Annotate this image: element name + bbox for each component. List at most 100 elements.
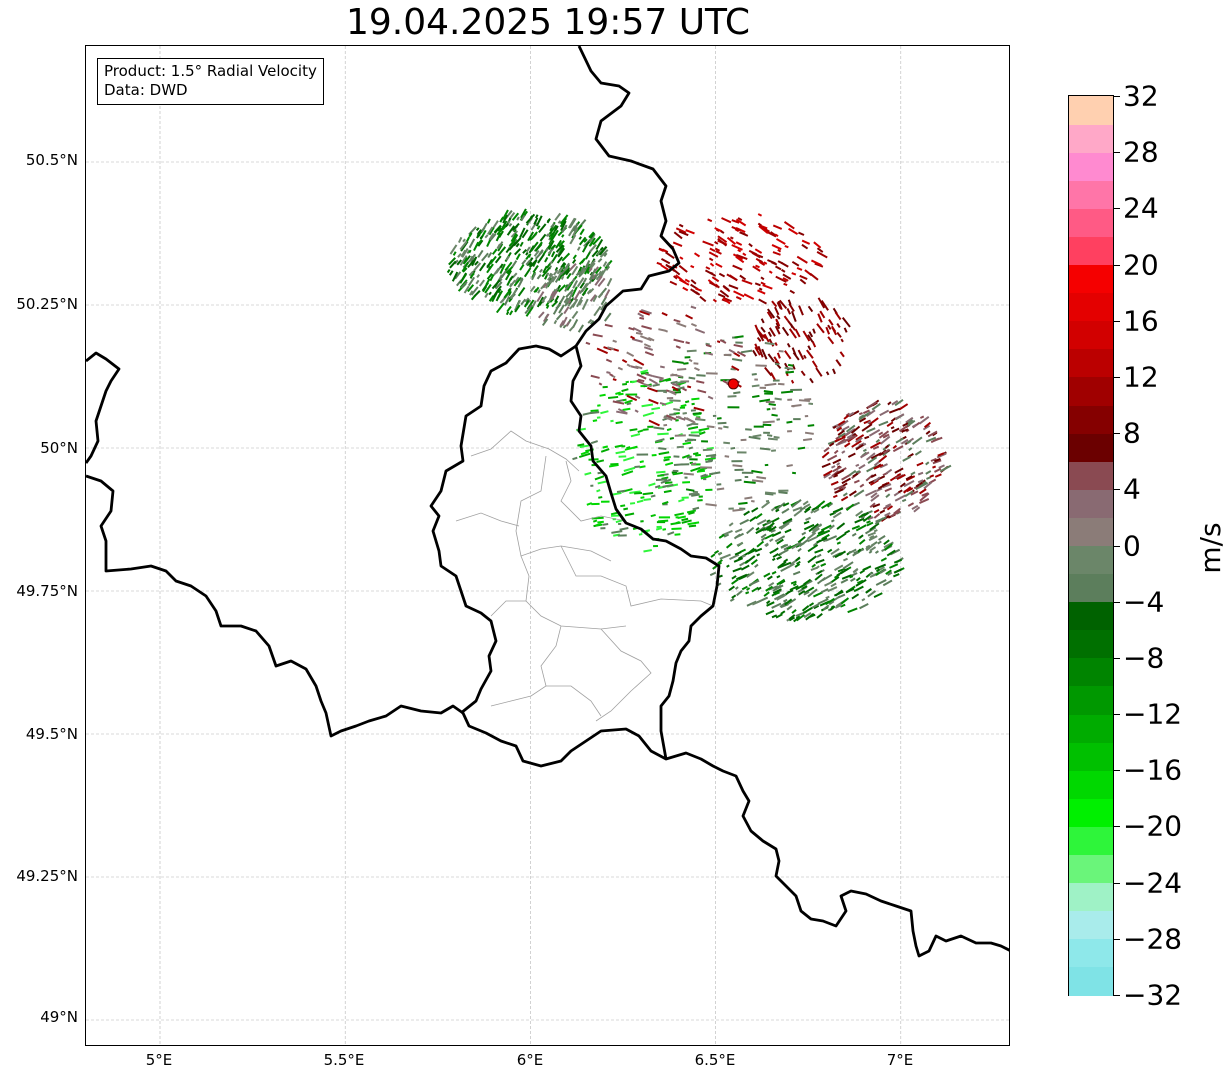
colorbar-segment [1069,854,1113,884]
echo-pixel [509,275,514,281]
echo-pixel [517,286,526,297]
echo-pixel [617,408,628,415]
echo-pixel [656,261,663,266]
echo-pixel [898,403,909,411]
echo-pixel [655,527,663,531]
echo-pixel [578,452,591,459]
colorbar-segment [1069,601,1113,631]
echo-pixel [684,476,688,479]
echo-pixel [484,283,492,294]
echo-pixel [768,581,775,587]
echo-pixel [626,363,631,368]
echo-pixel [816,576,826,585]
echo-pixel [547,239,555,249]
colorbar-tick [1114,96,1120,97]
echo-pixel [653,544,659,548]
echo-pixel [837,429,846,436]
echo-pixel [597,479,609,485]
echo-pixel [643,549,652,553]
echo-pixel [724,455,730,458]
colorbar-tick [1114,995,1120,996]
echo-pixel [489,255,497,265]
echo-pixel [903,480,915,488]
echo-pixel [849,575,854,579]
echo-pixel [593,273,599,280]
echo-pixel [600,301,608,311]
echo-pixel [850,425,861,434]
echo-pixel [855,434,865,441]
echo-pixel [634,409,639,413]
echo-pixel [821,451,830,459]
echo-pixel [491,248,498,255]
echo-pixel [821,501,832,509]
echo-pixel [531,272,537,281]
echo-pixel [529,258,538,268]
echo-pixel [905,475,913,481]
echo-pixel [858,417,867,423]
echo-pixel [642,411,655,417]
echo-pixel [721,529,733,537]
colorbar-tick-label: 24 [1123,191,1159,225]
echo-pixel [832,494,838,499]
echo-pixel [867,531,876,537]
echo-pixel [686,455,692,459]
echo-pixel [751,469,763,474]
echo-pixel [894,413,905,420]
echo-pixel [635,365,643,370]
echo-pixel [793,418,801,421]
echo-pixel [771,449,777,452]
map-title: 19.04.2025 19:57 UTC [345,2,751,43]
echo-pixel [825,326,831,335]
map-canvas[interactable] [86,46,1010,1046]
echo-pixel [867,456,878,464]
echo-pixel [630,365,639,370]
echo-pixel [470,294,476,301]
echo-pixel [581,298,589,311]
echo-pixel [754,282,761,287]
echo-pixel [519,277,524,282]
echo-pixel [658,516,671,519]
echo-pixel [550,290,558,301]
echo-pixel [525,251,529,256]
echo-pixel [677,515,686,520]
echo-pixel [741,471,754,474]
echo-pixel [661,501,669,505]
echo-pixel [559,217,568,228]
echo-pixel [733,290,745,298]
echo-pixel [525,213,536,224]
echo-pixel [745,428,752,431]
echo-pixel [467,259,475,269]
echo-pixel [622,383,628,386]
echo-pixel [741,554,746,558]
echo-pixel [537,311,545,319]
lux-district-line [546,685,602,717]
echo-pixel [776,555,782,561]
echo-pixel [584,471,592,476]
echo-pixel [660,264,669,271]
border-north [569,46,721,587]
echo-pixel [586,502,593,506]
echo-pixel [864,435,870,440]
echo-pixel [915,481,924,488]
echo-pixel [873,592,883,599]
echo-pixel [759,447,771,451]
echo-pixel [736,451,747,454]
map-panel[interactable] [85,45,1010,1046]
echo-pixel [700,466,712,469]
echo-pixel [741,585,748,591]
echo-pixel [859,603,869,610]
echo-pixel [852,472,859,478]
echo-pixel [718,427,723,430]
echo-pixel [597,257,603,263]
echo-pixel [775,362,780,366]
echo-pixel [739,231,749,237]
echo-pixel [561,224,568,233]
echo-pixel [766,311,773,320]
echo-pixel [545,233,550,238]
echo-pixel [567,299,572,304]
echo-pixel [659,401,667,406]
echo-pixel [870,473,877,478]
echo-pixel [783,315,789,322]
echo-pixel [774,306,780,316]
echo-pixel [886,549,896,557]
